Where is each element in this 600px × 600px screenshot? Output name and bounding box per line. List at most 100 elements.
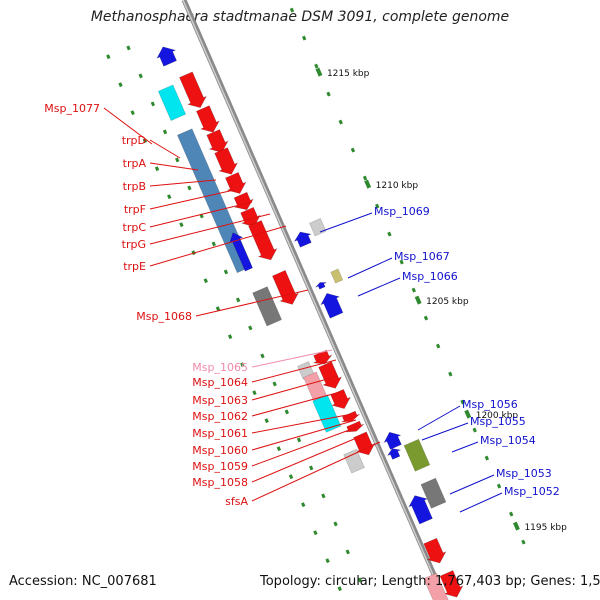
forward-gene-4-shape [225, 172, 247, 194]
guide-dash [435, 343, 441, 349]
guide-dash [333, 521, 338, 527]
forward-gene-14 [353, 431, 376, 456]
pink-feature-2-shape [423, 572, 449, 600]
guide-dash [309, 465, 314, 471]
reverse-gene-small [315, 282, 327, 290]
gene-label-left: trpD [122, 134, 146, 147]
guide-dash [302, 35, 307, 41]
leader-line [195, 289, 309, 317]
leader-line [251, 433, 367, 483]
khaki-feature-shape [330, 268, 344, 284]
guide-dash [296, 437, 302, 443]
grey-feature-1 [252, 286, 283, 327]
forward-gene-7-shape [248, 220, 278, 261]
forward-gene-6-shape [240, 206, 261, 227]
forward-gene-9 [313, 349, 333, 365]
grey-feature-2-shape [420, 477, 447, 509]
guide-dash [264, 418, 269, 424]
guide-dash [448, 371, 453, 377]
forward-gene-3 [214, 147, 239, 175]
lightgrey-feature-2-shape [343, 448, 365, 474]
guide-dash [284, 409, 290, 415]
leader-line [459, 492, 503, 513]
reverse-gene-1052 [408, 495, 433, 525]
gene-label-right: Msp_1056 [462, 398, 518, 411]
guide-dash [272, 381, 277, 387]
genes-label: Genes: [530, 574, 576, 589]
guide-dash [276, 446, 282, 452]
reverse-gene-trp-shape [229, 232, 253, 272]
forward-gene-6 [240, 206, 261, 227]
forward-gene-2-shape [206, 129, 229, 153]
reverse-gene-1056-shape [383, 431, 402, 450]
reverse-gene-1066-shape [320, 293, 344, 319]
forward-gene-15 [423, 537, 447, 564]
leader-line [149, 213, 271, 245]
gene-label-left: trpA [123, 157, 147, 170]
guide-dash [345, 549, 350, 555]
cyan-feature-1 [157, 84, 187, 122]
guide-dash [215, 306, 221, 312]
guide-dash [289, 7, 295, 13]
gene-label-left: trpF [124, 203, 146, 216]
reverse-gene-1056 [383, 431, 402, 450]
scale-tick [513, 521, 520, 531]
guide-dash [325, 558, 330, 564]
accession-info: Accession: NC_007681 [9, 574, 157, 589]
gene-label-left: Msp_1065 [192, 361, 248, 374]
leader-line [149, 139, 181, 159]
guide-dash [288, 474, 294, 480]
leader-line [251, 349, 333, 368]
scale-label: 1195 kbp [524, 523, 567, 533]
guide-dash [211, 241, 216, 247]
forward-gene-2 [206, 129, 229, 153]
guide-dash [399, 259, 404, 265]
gene-label-left: trpE [123, 260, 146, 273]
forward-gene-3-shape [214, 147, 239, 175]
leader-line [149, 189, 235, 210]
guide-dash [179, 222, 184, 228]
guide-dash [375, 203, 380, 209]
leader-line [251, 359, 337, 383]
gene-label-left: Msp_1062 [192, 410, 248, 423]
forward-gene-11 [330, 388, 351, 409]
leader-line [251, 425, 361, 467]
gene-label-left: Msp_1064 [192, 376, 248, 389]
guide-dash [260, 353, 265, 359]
length-label: Length: [381, 574, 431, 589]
grey-feature-2 [420, 477, 447, 509]
leader-line [451, 441, 479, 453]
forward-gene-8-shape [272, 269, 300, 305]
gene-label-right: Msp_1067 [394, 250, 450, 263]
pink-feature-2 [423, 572, 449, 600]
leader-line [251, 441, 381, 502]
guide-dash [138, 73, 143, 79]
reverse-gene-trp [229, 232, 253, 272]
lightgrey-feature-1069 [309, 218, 327, 237]
olive-feature-shape [403, 438, 431, 472]
reverse-gene-1069-shape [293, 231, 312, 248]
guide-dash [411, 287, 416, 293]
scale-tick [464, 409, 472, 419]
reverse-gene-top-shape [156, 46, 177, 67]
forward-gene-9-shape [313, 349, 333, 365]
guide-dash [509, 511, 514, 517]
forward-gene-1 [196, 105, 220, 133]
leader-line [251, 391, 341, 417]
guide-dash [106, 54, 111, 60]
reverse-gene-top [156, 46, 177, 67]
leader-line [251, 419, 357, 451]
forward-gene-12 [341, 410, 360, 423]
leader-line [149, 179, 217, 187]
guide-dash [223, 269, 229, 275]
guide-dash [118, 82, 123, 88]
leader-line [149, 162, 199, 171]
genes-value: 1,586 [579, 574, 600, 589]
forward-gene-12-shape [341, 410, 360, 423]
guide-dash [187, 185, 192, 191]
gene-label-right: Msp_1069 [374, 205, 430, 218]
forward-gene-7 [248, 220, 278, 261]
scale-label: 1205 kbp [426, 297, 469, 307]
leader-line [103, 107, 153, 145]
guide-dash [326, 91, 331, 97]
